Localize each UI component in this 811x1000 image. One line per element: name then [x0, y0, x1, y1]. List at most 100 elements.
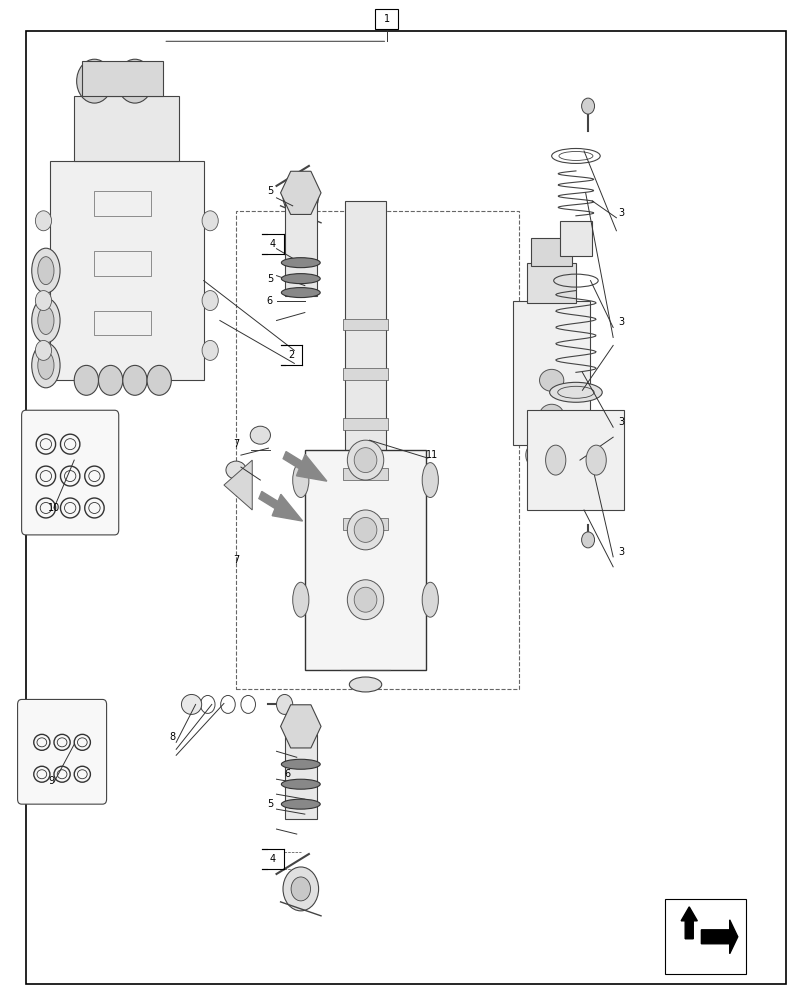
- Bar: [342, 368, 388, 380]
- Ellipse shape: [38, 351, 54, 379]
- Ellipse shape: [549, 382, 602, 402]
- Circle shape: [202, 291, 218, 311]
- Ellipse shape: [281, 779, 320, 789]
- Bar: [82, 61, 163, 96]
- Ellipse shape: [281, 288, 320, 298]
- FancyBboxPatch shape: [18, 699, 106, 804]
- Ellipse shape: [539, 404, 563, 426]
- Circle shape: [36, 291, 51, 311]
- Circle shape: [117, 59, 152, 103]
- Bar: [94, 251, 151, 276]
- Bar: [342, 319, 388, 330]
- Circle shape: [290, 184, 310, 208]
- Ellipse shape: [181, 694, 201, 714]
- Circle shape: [122, 365, 147, 395]
- Bar: [345, 201, 385, 560]
- Ellipse shape: [281, 759, 320, 769]
- Polygon shape: [281, 705, 320, 748]
- Text: 6: 6: [285, 769, 290, 779]
- Bar: [342, 468, 388, 480]
- Text: 5: 5: [267, 274, 272, 284]
- Bar: [74, 96, 179, 161]
- Bar: [513, 301, 589, 445]
- Bar: [526, 263, 575, 303]
- Text: 1: 1: [383, 14, 389, 24]
- Circle shape: [290, 877, 310, 901]
- Ellipse shape: [281, 258, 320, 268]
- Circle shape: [202, 211, 218, 231]
- Text: 3: 3: [617, 547, 624, 557]
- Bar: [664, 899, 745, 974]
- Text: 6: 6: [267, 296, 272, 306]
- Circle shape: [581, 532, 594, 548]
- Bar: [94, 311, 151, 335]
- Circle shape: [125, 69, 144, 93]
- Ellipse shape: [354, 517, 376, 542]
- Polygon shape: [672, 911, 737, 959]
- Ellipse shape: [32, 248, 60, 293]
- Bar: [342, 418, 388, 430]
- Ellipse shape: [539, 369, 563, 391]
- Ellipse shape: [354, 587, 376, 612]
- Text: 3: 3: [617, 317, 624, 327]
- Bar: [285, 734, 316, 819]
- Polygon shape: [281, 171, 320, 214]
- Text: 8: 8: [169, 732, 176, 742]
- Circle shape: [76, 59, 112, 103]
- Ellipse shape: [250, 426, 270, 444]
- Bar: [375, 9, 397, 29]
- Circle shape: [84, 69, 104, 93]
- Polygon shape: [680, 907, 697, 939]
- Bar: [285, 201, 316, 296]
- Text: 11: 11: [426, 450, 438, 460]
- Circle shape: [202, 340, 218, 360]
- FancyBboxPatch shape: [22, 410, 118, 535]
- Ellipse shape: [545, 445, 565, 475]
- Text: 2: 2: [288, 350, 294, 360]
- Ellipse shape: [422, 463, 438, 498]
- Bar: [94, 191, 151, 216]
- Bar: [559, 221, 591, 256]
- Circle shape: [525, 443, 544, 467]
- Ellipse shape: [38, 257, 54, 285]
- Circle shape: [147, 365, 171, 395]
- Text: 9: 9: [49, 776, 54, 786]
- Circle shape: [283, 174, 318, 218]
- Text: 5: 5: [267, 186, 272, 196]
- Text: 4: 4: [269, 239, 276, 249]
- Circle shape: [557, 443, 577, 467]
- Text: 7: 7: [234, 439, 239, 449]
- Circle shape: [74, 365, 98, 395]
- Bar: [236, 211, 519, 689]
- Bar: [304, 450, 426, 670]
- FancyArrow shape: [283, 452, 327, 481]
- Text: 3: 3: [617, 417, 624, 427]
- Ellipse shape: [347, 580, 384, 620]
- Bar: [342, 518, 388, 530]
- Ellipse shape: [586, 445, 606, 475]
- Bar: [530, 238, 571, 266]
- Text: 7: 7: [234, 555, 239, 565]
- Ellipse shape: [38, 307, 54, 334]
- Text: 4: 4: [269, 854, 276, 864]
- Ellipse shape: [225, 461, 246, 479]
- Ellipse shape: [281, 799, 320, 809]
- Text: 10: 10: [49, 503, 61, 513]
- Text: 5: 5: [267, 799, 272, 809]
- Text: 3: 3: [617, 208, 624, 218]
- Ellipse shape: [347, 510, 384, 550]
- FancyArrow shape: [259, 491, 303, 521]
- Bar: [50, 161, 204, 380]
- Ellipse shape: [281, 274, 320, 284]
- Ellipse shape: [347, 440, 384, 480]
- Ellipse shape: [349, 677, 381, 692]
- Ellipse shape: [32, 298, 60, 343]
- Ellipse shape: [292, 582, 308, 617]
- Ellipse shape: [354, 448, 376, 473]
- Polygon shape: [224, 460, 252, 510]
- Ellipse shape: [292, 463, 308, 498]
- Ellipse shape: [422, 582, 438, 617]
- Circle shape: [283, 867, 318, 911]
- Circle shape: [36, 211, 51, 231]
- Circle shape: [36, 340, 51, 360]
